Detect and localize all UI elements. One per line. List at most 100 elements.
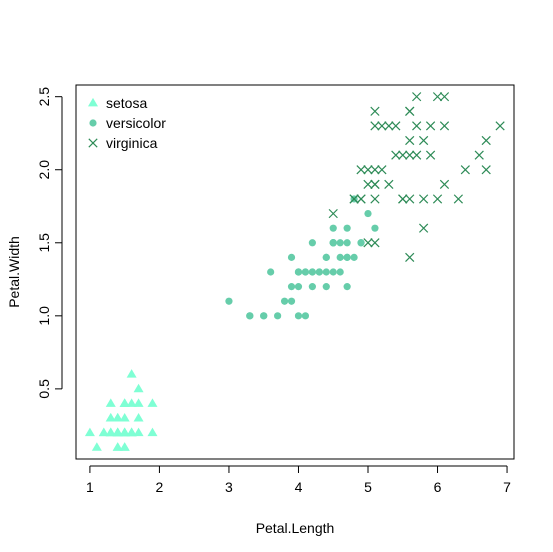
virginica-point <box>377 165 387 175</box>
setosa-point <box>119 442 130 451</box>
cross-stroke <box>363 179 373 189</box>
cross-stroke <box>398 194 408 204</box>
versicolor-point <box>336 239 344 247</box>
cross-stroke <box>474 150 484 160</box>
versicolor-point <box>343 283 351 291</box>
cross-stroke <box>370 165 380 175</box>
y-tick-label: 2.5 <box>36 87 52 107</box>
setosa-point <box>119 427 130 437</box>
virginica-point <box>439 92 450 102</box>
versicolor-point <box>294 312 303 320</box>
virginica-point <box>405 150 415 160</box>
virginica-point <box>398 194 408 204</box>
x-tick-label: 5 <box>364 479 372 495</box>
versicolor-point <box>260 312 268 320</box>
virginica-point <box>370 106 380 116</box>
virginica-point <box>356 165 366 175</box>
virginica-point <box>425 150 436 160</box>
cross-stroke <box>356 194 366 204</box>
virginica-point <box>405 135 415 146</box>
cross-stroke <box>412 121 422 131</box>
y-tick-label: 2.0 <box>36 160 52 180</box>
y-tick-label: 1.0 <box>36 306 52 326</box>
virginica-point <box>481 135 491 146</box>
versicolor-point <box>343 239 351 247</box>
versicolor-point <box>350 253 358 261</box>
versicolor-point <box>371 224 379 232</box>
setosa-point <box>105 412 116 422</box>
cross-stroke <box>418 135 429 146</box>
cross-stroke <box>370 238 380 248</box>
cross-stroke <box>432 194 443 204</box>
x-tick-label: 1 <box>86 479 94 495</box>
virginica-point <box>425 121 436 131</box>
versicolor-point <box>225 297 233 305</box>
x-axis: 1 2 3 4 5 6 7 <box>86 465 511 495</box>
cross-stroke <box>412 92 422 102</box>
virginica-point <box>349 194 359 204</box>
cross-stroke <box>349 194 359 204</box>
setosa-point <box>98 427 109 437</box>
legend-marker-virginica <box>88 138 98 148</box>
legend: setosa versicolor virginica <box>88 95 166 151</box>
versicolor-point <box>294 283 303 291</box>
versicolor-point <box>336 268 344 276</box>
cross-stroke <box>418 223 429 233</box>
cross-stroke <box>405 194 415 204</box>
versicolor-point <box>287 297 296 305</box>
x-tick-label: 3 <box>225 479 233 495</box>
versicolor-point <box>308 268 316 276</box>
versicolor-point <box>364 209 372 218</box>
x-tick-label: 4 <box>295 479 303 495</box>
cross-stroke <box>88 138 98 148</box>
cross-stroke <box>370 121 380 131</box>
cross-stroke <box>363 238 373 248</box>
x-tick-label: 6 <box>434 479 442 495</box>
cross-stroke <box>391 121 401 131</box>
virginica-point <box>398 150 408 160</box>
setosa-point <box>126 369 137 378</box>
cross-stroke <box>377 121 387 131</box>
setosa-point <box>147 398 158 407</box>
virginica-point <box>356 194 366 204</box>
virginica-point <box>418 223 429 233</box>
virginica-point <box>432 194 443 204</box>
cross-stroke <box>495 121 505 131</box>
versicolor-point <box>246 312 254 320</box>
legend-label-virginica: virginica <box>106 135 158 151</box>
versicolor-point <box>343 253 351 261</box>
setosa-point <box>112 427 123 437</box>
x-tick-label: 7 <box>503 479 511 495</box>
cross-stroke <box>398 150 408 160</box>
cross-stroke <box>439 179 450 189</box>
cross-stroke <box>391 150 401 160</box>
virginica-point <box>412 92 422 102</box>
versicolor-point <box>329 268 337 276</box>
legend-marker-versicolor <box>89 119 97 127</box>
virginica-point <box>495 121 505 131</box>
y-axis-label: Petal.Width <box>6 236 22 308</box>
cross-stroke <box>453 194 464 204</box>
setosa-point <box>119 412 130 422</box>
cross-stroke <box>405 252 415 263</box>
versicolor-point <box>343 224 351 232</box>
setosa-point <box>147 427 158 437</box>
versicolor-point <box>322 268 330 276</box>
legend-label-versicolor: versicolor <box>106 115 166 131</box>
plot-frame <box>75 84 515 460</box>
setosa-point <box>112 442 123 451</box>
versicolor-point <box>267 268 275 276</box>
versicolor-point <box>287 253 296 261</box>
versicolor-point <box>329 224 337 232</box>
setosa-point <box>126 427 137 437</box>
setosa-point <box>133 412 144 422</box>
virginica-point <box>481 165 491 175</box>
setosa-point <box>133 383 144 393</box>
virginica-point <box>418 194 429 204</box>
cross-stroke <box>363 165 373 175</box>
cross-stroke <box>425 150 436 160</box>
versicolor-point <box>301 312 310 320</box>
legend-marker-setosa <box>88 97 98 107</box>
virginica-point <box>328 208 338 219</box>
versicolor-point <box>336 253 344 261</box>
